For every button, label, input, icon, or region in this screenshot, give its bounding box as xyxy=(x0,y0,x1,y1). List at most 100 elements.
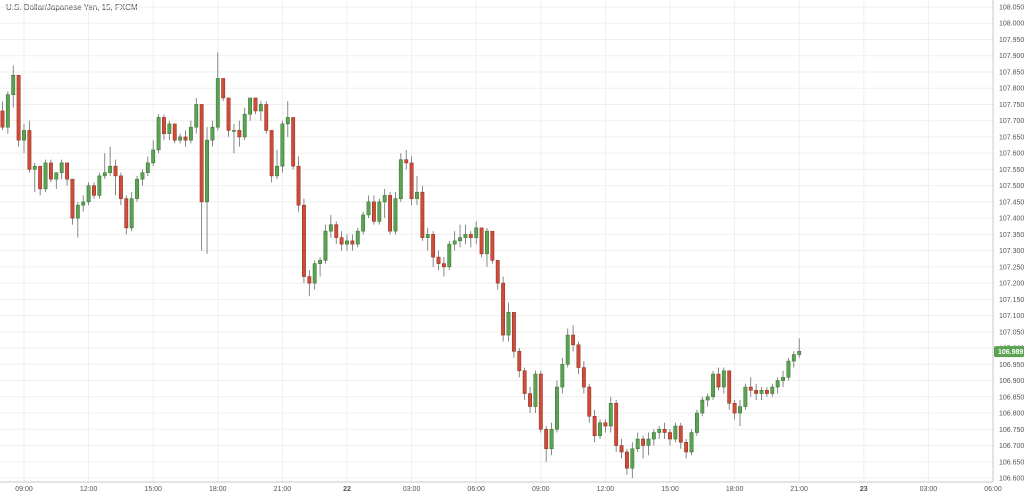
candle-body xyxy=(495,260,500,284)
candle-body xyxy=(560,364,565,388)
x-tick-label: 12:00 xyxy=(80,486,98,493)
y-tick-label: 106.750 xyxy=(999,427,1024,434)
candle-body xyxy=(129,198,134,229)
y-tick-label: 108.000 xyxy=(999,21,1024,28)
candle-body xyxy=(544,429,549,450)
candle-body xyxy=(673,425,678,440)
candle-body xyxy=(59,162,64,173)
candle-body xyxy=(0,110,5,128)
candle-body xyxy=(759,390,764,394)
candle-body xyxy=(797,351,802,355)
candle-body xyxy=(221,78,226,99)
x-tick-label: 22 xyxy=(343,486,351,493)
candle-body xyxy=(689,432,694,453)
x-tick-label: 09:00 xyxy=(532,486,550,493)
y-tick-label: 107.300 xyxy=(999,248,1024,255)
candle-body xyxy=(415,191,419,199)
candle-body xyxy=(404,159,409,164)
y-tick-label: 107.900 xyxy=(999,53,1024,60)
candle-body xyxy=(377,201,382,222)
y-tick-label: 107.100 xyxy=(999,313,1024,320)
candle-body xyxy=(479,227,484,255)
x-tick-label: 12:00 xyxy=(597,486,615,493)
candle-body xyxy=(694,412,699,433)
candle-body xyxy=(592,416,597,437)
candle-body xyxy=(662,429,667,433)
x-tick-label: 23 xyxy=(860,486,868,493)
candle-body xyxy=(743,386,748,407)
candle-body xyxy=(549,429,554,450)
candle-body xyxy=(393,198,398,232)
y-tick-label: 107.800 xyxy=(999,86,1024,93)
candle-body xyxy=(452,240,457,245)
candle-body xyxy=(5,94,10,128)
candle-body xyxy=(770,386,775,394)
candle-body xyxy=(318,260,323,264)
x-tick-label: 21:00 xyxy=(274,486,292,493)
candle-body xyxy=(684,442,689,453)
candle-body xyxy=(630,448,635,469)
candle-body xyxy=(172,123,177,141)
y-tick-label: 107.400 xyxy=(999,216,1024,223)
candle-body xyxy=(269,130,274,177)
candle-body xyxy=(102,172,107,177)
candle-body xyxy=(565,334,570,365)
x-tick-label: 21:00 xyxy=(790,486,808,493)
candle-body xyxy=(210,126,215,141)
candle-body xyxy=(75,204,80,219)
candle-body xyxy=(312,263,317,284)
candle-body xyxy=(382,195,387,203)
candle-body xyxy=(275,165,279,177)
x-tick-label: 18:00 xyxy=(726,486,744,493)
candle-body xyxy=(619,445,624,453)
x-tick-label: 03:00 xyxy=(403,486,421,493)
candle-body xyxy=(291,117,296,167)
candle-body xyxy=(651,432,656,440)
candle-body xyxy=(614,403,619,446)
last-price-badge xyxy=(994,346,1024,358)
candle-body xyxy=(226,97,231,131)
candle-body xyxy=(463,234,468,238)
y-tick-label: 107.750 xyxy=(999,102,1024,109)
candle-body xyxy=(54,172,59,180)
candle-body xyxy=(167,123,172,134)
candle-body xyxy=(32,165,37,170)
candle-body xyxy=(27,130,32,170)
candle-body xyxy=(458,237,462,242)
candle-body xyxy=(727,370,732,404)
candle-body xyxy=(285,117,290,125)
candle-body xyxy=(581,367,586,388)
candle-body xyxy=(323,230,328,261)
candle-body xyxy=(501,282,506,336)
candle-body xyxy=(92,185,96,196)
y-tick-label: 106.850 xyxy=(999,394,1024,401)
candle-body xyxy=(361,214,366,232)
candle-body xyxy=(188,126,193,141)
candle-body xyxy=(468,234,473,238)
x-tick-label: 03:00 xyxy=(920,486,938,493)
y-tick-label: 106.600 xyxy=(999,476,1024,483)
candle-body xyxy=(140,172,145,180)
candle-body xyxy=(775,380,780,388)
candle-body xyxy=(603,422,608,427)
candle-body xyxy=(248,97,253,115)
candle-body xyxy=(705,396,710,401)
y-tick-label: 107.200 xyxy=(999,281,1024,288)
candle-body xyxy=(587,386,592,417)
candle-body xyxy=(355,230,360,245)
candle-body xyxy=(781,377,785,381)
candle-body xyxy=(350,240,355,245)
candle-body xyxy=(608,403,613,427)
candle-body xyxy=(70,178,75,219)
candle-body xyxy=(711,373,715,398)
x-tick-label: 06:00 xyxy=(984,486,1002,493)
candle-body xyxy=(264,104,269,131)
candle-body xyxy=(108,165,113,173)
candle-body xyxy=(598,422,602,437)
candle-body xyxy=(398,159,403,199)
y-tick-label: 107.550 xyxy=(999,167,1024,174)
y-tick-label: 107.050 xyxy=(999,329,1024,336)
candle-body xyxy=(716,373,721,388)
candle-body xyxy=(447,243,452,268)
